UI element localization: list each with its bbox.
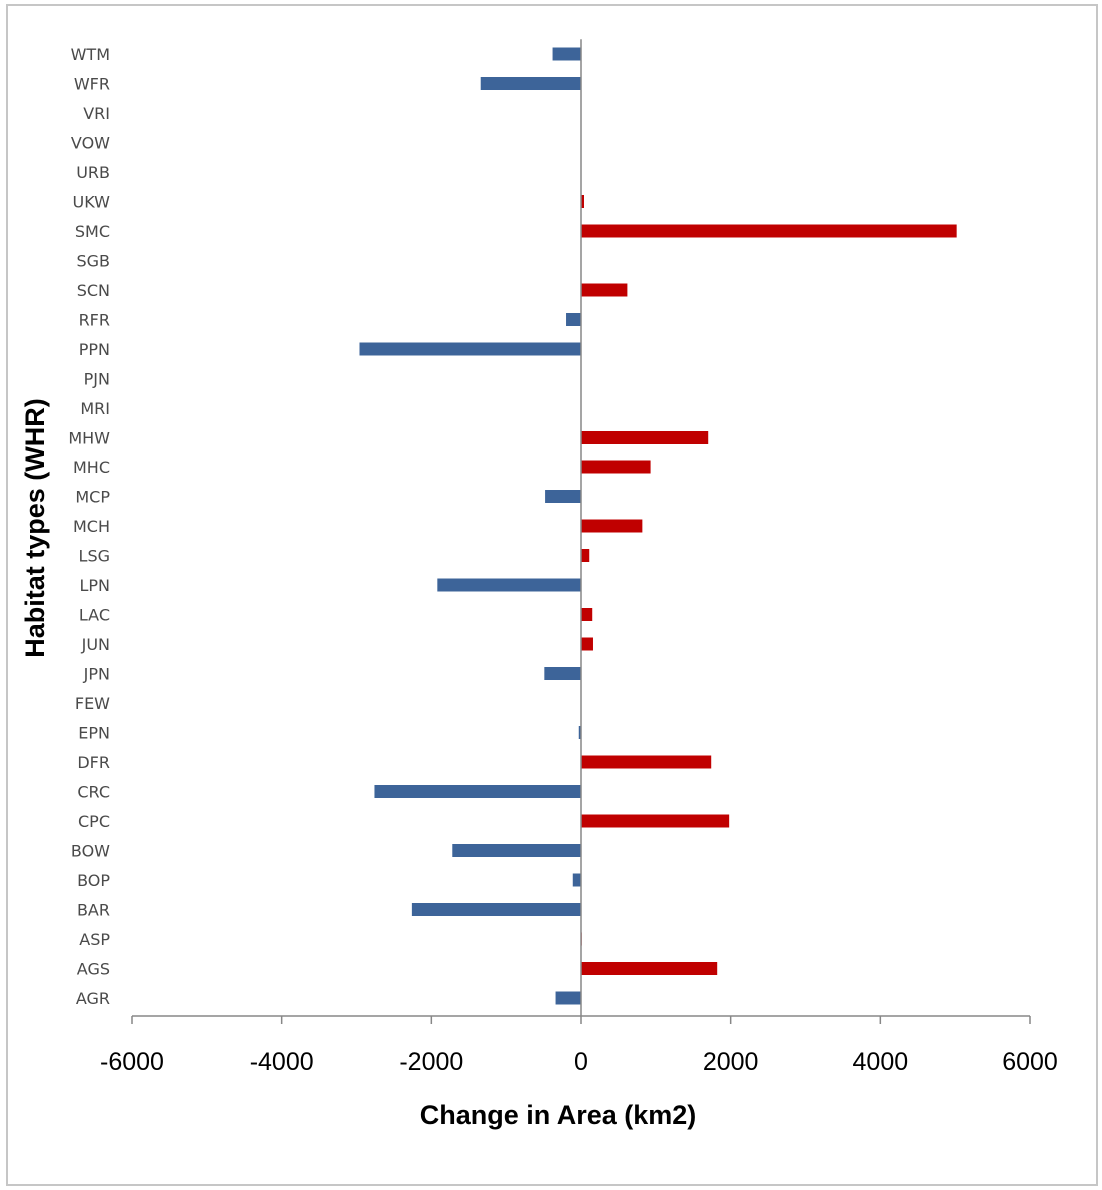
x-tick-label: -4000 xyxy=(250,1048,314,1076)
axes-group xyxy=(132,39,1030,1017)
bar-jun xyxy=(581,637,593,651)
category-label-epn: EPN xyxy=(78,724,110,743)
x-tick-label: 6000 xyxy=(1002,1048,1058,1076)
category-label-lac: LAC xyxy=(79,606,110,625)
category-label-lsg: LSG xyxy=(79,547,110,566)
category-label-mhc: MHC xyxy=(73,458,110,477)
bar-mcp xyxy=(545,490,581,503)
bar-lpn xyxy=(437,578,581,592)
bar-dfr xyxy=(581,755,712,769)
category-label-agr: AGR xyxy=(76,989,110,1008)
category-label-vri: VRI xyxy=(83,104,110,123)
bar-rfr xyxy=(566,313,581,326)
category-label-ags: AGS xyxy=(77,960,110,979)
bar-agr xyxy=(555,991,581,1005)
x-axis-title: Change in Area (km2) xyxy=(420,1100,697,1130)
category-label-crc: CRC xyxy=(77,783,110,802)
bar-wfr xyxy=(480,77,581,90)
y-axis-title: Habitat types (WHR) xyxy=(20,398,50,658)
category-label-jpn: JPN xyxy=(83,665,110,684)
category-label-mri: MRI xyxy=(80,399,110,418)
bar-cpc xyxy=(581,814,730,828)
category-label-jun: JUN xyxy=(81,635,110,654)
category-label-asp: ASP xyxy=(79,930,110,949)
category-label-bow: BOW xyxy=(71,842,110,861)
category-label-lpn: LPN xyxy=(79,576,110,595)
bar-jpn xyxy=(544,667,581,680)
category-label-bar: BAR xyxy=(77,901,110,920)
category-label-scn: SCN xyxy=(77,281,110,300)
category-label-ukw: UKW xyxy=(73,193,111,212)
bar-bar xyxy=(411,903,581,916)
bar-ags xyxy=(581,962,718,975)
category-label-mch: MCH xyxy=(73,517,110,536)
bar-scn xyxy=(581,283,628,297)
bar-bop xyxy=(572,873,581,887)
bar-mch xyxy=(581,519,643,533)
category-label-bop: BOP xyxy=(77,871,110,890)
category-label-smc: SMC xyxy=(75,222,110,241)
bar-chart: WTM WFR VRI VOW URB UKW SMC SGB SCN RFR PPN PJN MRI M… xyxy=(20,39,1058,1130)
bars-group xyxy=(359,47,957,1005)
bar-mhw xyxy=(581,431,709,444)
bar-lac xyxy=(581,608,593,621)
category-label-wtm: WTM xyxy=(71,45,110,64)
category-label-urb: URB xyxy=(76,163,110,182)
category-label-sgb: SGB xyxy=(76,252,110,271)
x-tick-label: 4000 xyxy=(853,1048,909,1076)
bar-epn xyxy=(578,726,581,739)
category-label-mcp: MCP xyxy=(75,488,110,507)
category-label-wfr: WFR xyxy=(74,75,110,94)
bar-lsg xyxy=(581,549,590,562)
bar-mhc xyxy=(581,460,651,474)
category-label-vow: VOW xyxy=(71,134,110,153)
category-label-cpc: CPC xyxy=(78,812,110,831)
category-labels: WTM WFR VRI VOW URB UKW SMC SGB SCN RFR PPN PJN MRI M… xyxy=(68,45,110,1008)
category-label-pjn: PJN xyxy=(84,370,110,389)
bar-smc xyxy=(581,224,957,238)
category-label-mhw: MHW xyxy=(68,429,110,448)
chart-frame: WTM WFR VRI VOW URB UKW SMC SGB SCN RFR PPN PJN MRI M… xyxy=(6,4,1098,1186)
category-label-ppn: PPN xyxy=(79,340,110,359)
bar-ppn xyxy=(359,342,581,356)
category-label-dfr: DFR xyxy=(77,753,110,772)
x-ticks: -6000 -4000 -2000 0 2000 4000 6000 xyxy=(100,1016,1058,1076)
bar-wtm xyxy=(552,47,581,61)
x-tick-label: 0 xyxy=(574,1048,588,1076)
category-label-few: FEW xyxy=(75,694,110,713)
bar-crc xyxy=(374,785,581,798)
x-tick-label: 2000 xyxy=(703,1048,759,1076)
category-label-rfr: RFR xyxy=(79,311,110,330)
bar-ukw xyxy=(581,195,584,208)
x-tick-label: -2000 xyxy=(399,1048,463,1076)
x-tick-label: -6000 xyxy=(100,1048,164,1076)
bar-bow xyxy=(452,844,581,857)
